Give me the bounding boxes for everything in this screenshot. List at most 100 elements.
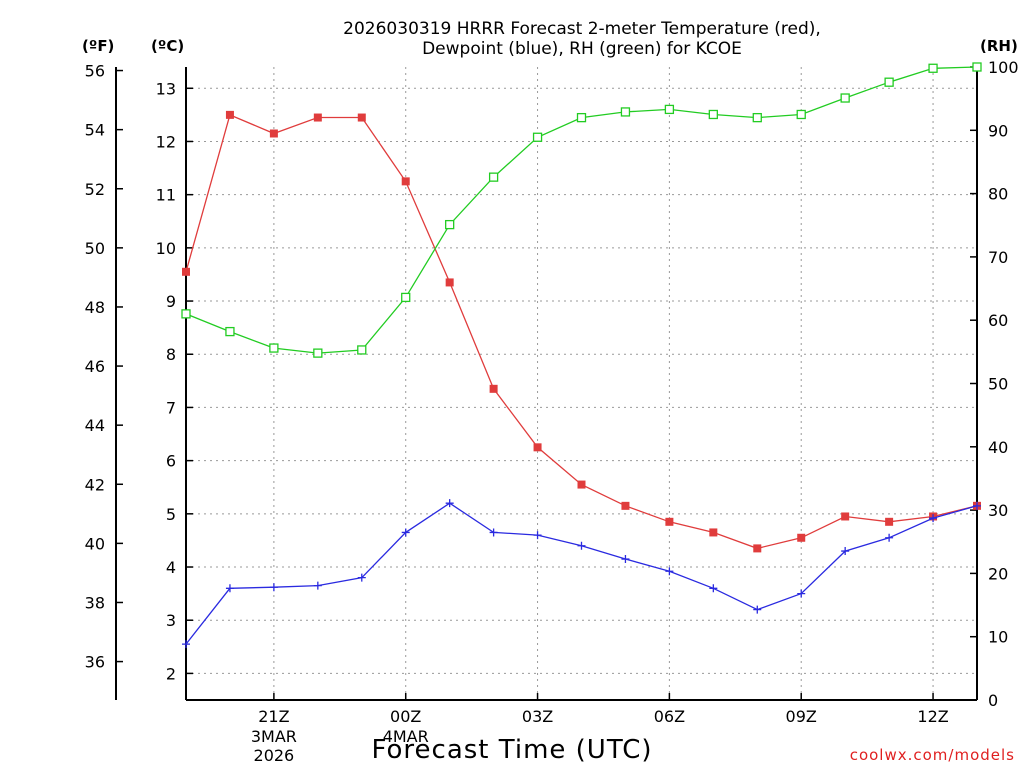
unit-label-c: (ºC) <box>151 37 184 55</box>
celsius-tick-label: 9 <box>166 292 176 311</box>
temperature-point <box>357 113 366 122</box>
rh-point <box>269 343 279 353</box>
time-tick-year-label: 2026 <box>254 746 295 765</box>
rh-tick-label: 10 <box>988 628 1008 647</box>
temperature-point <box>577 480 586 489</box>
time-tick-date-label: 3MAR <box>251 727 297 746</box>
fahrenheit-tick-label: 56 <box>85 62 105 81</box>
celsius-tick-label: 10 <box>156 239 176 258</box>
series-layer <box>181 62 982 649</box>
credit-text[interactable]: coolwx.com/models <box>850 746 1015 764</box>
temperature-point <box>313 113 322 122</box>
temperature-point <box>709 528 718 537</box>
dewpoint-point <box>885 533 894 542</box>
rh-tick-label: 20 <box>988 564 1008 583</box>
rh-point <box>620 107 631 117</box>
rh-point <box>840 93 850 103</box>
fahrenheit-tick-label: 52 <box>85 180 105 199</box>
rh-tick-label: 40 <box>988 438 1008 457</box>
rh-point <box>576 112 587 123</box>
rh-tick-label: 0 <box>988 691 998 710</box>
temperature-point <box>401 177 410 186</box>
dewpoint-point <box>182 640 190 649</box>
rh-tick-label: 70 <box>988 248 1008 267</box>
temperature-point <box>269 129 278 138</box>
rh-point <box>488 172 499 182</box>
temperature-point <box>225 110 234 119</box>
temperature-point <box>533 443 542 452</box>
rh-point <box>225 326 235 337</box>
time-tick-label: 12Z <box>917 707 948 726</box>
x-axis-label: Forecast Time (UTC) <box>371 735 652 765</box>
dewpoint-point <box>929 514 938 523</box>
time-tick-label: 00Z <box>390 707 421 726</box>
rh-point <box>884 77 894 87</box>
dewpoint-point <box>269 583 278 592</box>
fahrenheit-tick-label: 36 <box>85 653 105 672</box>
time-tick-label: 21Z <box>258 707 289 726</box>
dewpoint-point <box>225 584 234 593</box>
celsius-tick-label: 13 <box>156 79 176 98</box>
rh-axis-ticks: 0 10 20 30 40 50 60 70 80 90 100 <box>970 58 1019 710</box>
grid-lines <box>186 67 977 700</box>
celsius-tick-label: 5 <box>166 505 176 524</box>
rh-point <box>445 219 455 230</box>
unit-label-rh: (RH) <box>980 37 1018 55</box>
dewpoint-point <box>445 499 454 508</box>
chart-title: 2026030319 HRRR Forecast 2-meter Tempera… <box>343 19 821 39</box>
dewpoint-point <box>489 528 498 537</box>
rh-tick-label: 90 <box>988 121 1008 140</box>
rh-point <box>972 62 982 72</box>
celsius-tick-label: 7 <box>166 398 176 417</box>
rh-point <box>752 112 762 123</box>
rh-point <box>357 345 367 355</box>
fahrenheit-tick-label: 42 <box>85 475 105 494</box>
temperature-point <box>885 517 894 526</box>
celsius-tick-label: 3 <box>166 611 176 630</box>
rh-tick-label: 100 <box>988 58 1019 77</box>
dewpoint-point <box>841 547 850 556</box>
celsius-tick-label: 11 <box>156 186 176 205</box>
time-tick-date-label: 4MAR <box>383 727 429 746</box>
temperature-point <box>182 267 190 276</box>
time-tick-label: 03Z <box>522 707 553 726</box>
celsius-tick-label: 2 <box>166 664 176 683</box>
rh-point <box>532 132 543 142</box>
celsius-tick-label: 6 <box>166 452 176 471</box>
rh-point <box>401 292 411 303</box>
dewpoint-point <box>357 573 366 582</box>
fahrenheit-tick-label: 40 <box>85 534 105 553</box>
dewpoint-point <box>577 541 586 550</box>
time-tick-label: 09Z <box>786 707 817 726</box>
rh-tick-label: 30 <box>988 501 1008 520</box>
dewpoint-point <box>401 528 410 537</box>
temperature-point <box>753 544 762 553</box>
dewpoint-point <box>533 531 542 540</box>
temperature-point <box>621 501 630 510</box>
rh-tick-label: 50 <box>988 375 1008 394</box>
rh-point <box>708 109 718 120</box>
fahrenheit-tick-label: 50 <box>85 239 105 258</box>
celsius-tick-label: 4 <box>166 558 176 577</box>
rh-line <box>185 66 978 354</box>
time-tick-label: 06Z <box>654 707 685 726</box>
dewpoint-point <box>973 501 981 510</box>
temperature-point <box>665 517 674 526</box>
fahrenheit-axis-ticks: 36 38 40 42 44 46 48 50 52 54 56 <box>85 62 123 672</box>
fahrenheit-tick-label: 48 <box>85 298 105 317</box>
dewpoint-point <box>797 589 806 598</box>
dewpoint-point <box>313 581 322 590</box>
chart-title-line2: Dewpoint (blue), RH (green) for KCOE <box>422 39 742 59</box>
rh-point <box>313 348 323 358</box>
rh-tick-label: 60 <box>988 311 1008 330</box>
dewpoint-line <box>185 502 978 645</box>
rh-point <box>796 109 806 120</box>
fahrenheit-tick-label: 44 <box>85 416 105 435</box>
celsius-axis-ticks: 2 3 4 5 6 7 8 9 10 11 12 13 <box>156 79 193 683</box>
rh-tick-label: 80 <box>988 185 1008 204</box>
rh-point <box>664 104 675 115</box>
fahrenheit-tick-label: 54 <box>85 121 105 140</box>
celsius-tick-label: 12 <box>156 132 176 151</box>
celsius-tick-label: 8 <box>166 345 176 364</box>
temperature-point <box>489 384 498 393</box>
